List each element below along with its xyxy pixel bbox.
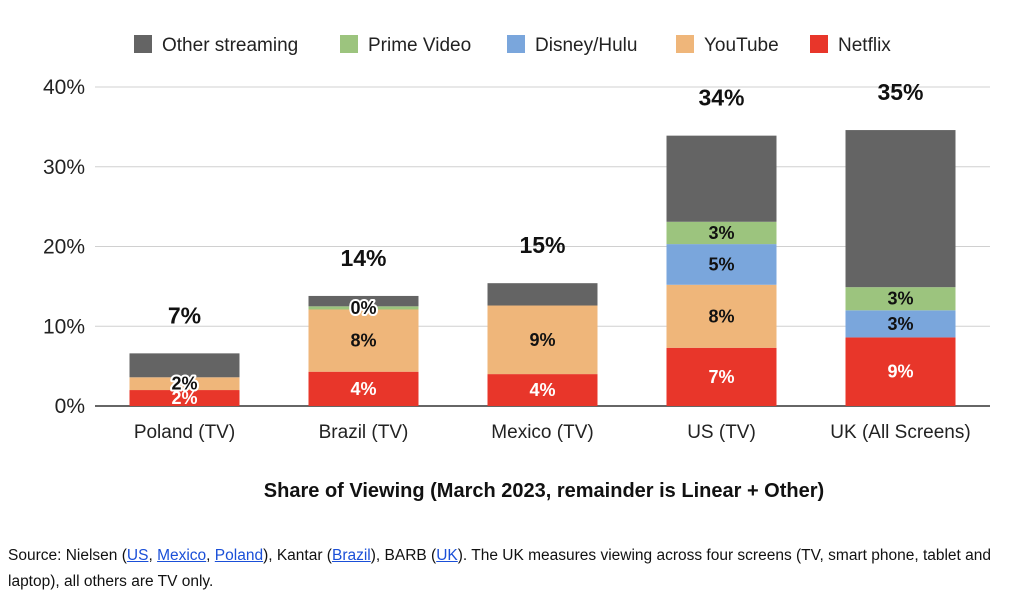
bar-group-us-tv: 7% 8% 5% 3% 34% — [666, 85, 777, 406]
total-label: 35% — [877, 79, 923, 105]
y-axis-ticks: 0% 10% 20% 30% 40% — [43, 76, 85, 418]
x-tick-label: Brazil (TV) — [319, 422, 409, 443]
bar-segment-youtube — [666, 284, 777, 348]
data-label-disney-hulu: 3% — [887, 314, 913, 334]
data-label-netflix: 9% — [887, 362, 913, 382]
y-tick-label: 30% — [43, 156, 85, 179]
bar-segment-disney-hulu — [666, 244, 777, 285]
y-tick-label: 10% — [43, 315, 85, 338]
source-note: Source: Nielsen (US, Mexico, Poland), Ka… — [8, 543, 1018, 595]
source-link-mexico[interactable]: Mexico — [157, 547, 207, 564]
data-label-prime-video: 3% — [887, 289, 913, 309]
data-label-prime-video: 0% — [350, 298, 376, 318]
legend-item-prime-video: Prime Video — [340, 35, 471, 56]
data-label-disney-hulu: 5% — [708, 254, 734, 274]
total-label: 34% — [698, 85, 744, 111]
legend-swatch — [134, 35, 152, 53]
y-tick-label: 20% — [43, 236, 85, 259]
source-link-us[interactable]: US — [126, 547, 149, 564]
bar-segment-netflix — [666, 347, 777, 406]
bar-segment-netflix — [487, 374, 598, 406]
bar-group-poland-tv: 2%2% 7% — [129, 302, 240, 410]
bar-group-brazil-tv: 4% 8% 0% 14% — [308, 245, 419, 406]
source-mid: ), Kantar ( — [263, 547, 332, 564]
data-label-youtube: 8% — [350, 331, 376, 351]
data-label-youtube: 9% — [529, 330, 555, 350]
data-label-netflix: 4% — [529, 380, 555, 400]
bar-group-uk-all-screens: 9% 3% 3% 35% — [845, 79, 956, 406]
source-prefix: Source: Nielsen ( — [8, 547, 127, 564]
legend-label: Other streaming — [162, 35, 298, 56]
x-axis-title: Share of Viewing (March 2023, remainder … — [264, 480, 824, 502]
bar-segment-disney-hulu — [845, 310, 956, 338]
legend-label: Prime Video — [368, 35, 471, 56]
legend-swatch — [810, 35, 828, 53]
legend-label: Disney/Hulu — [535, 35, 637, 56]
source-link-brazil[interactable]: Brazil — [331, 547, 371, 564]
bar-segment-other-streaming — [487, 283, 598, 306]
bar-segment-youtube — [129, 377, 240, 391]
bar-segment-other-streaming — [308, 295, 419, 307]
bar-segment-youtube — [487, 305, 598, 375]
source-sep: , — [206, 547, 215, 564]
legend-label: YouTube — [704, 35, 779, 56]
legend-swatch — [340, 35, 358, 53]
legend-item-youtube: YouTube — [676, 35, 779, 56]
bar-segment-netflix — [845, 337, 956, 406]
data-label-youtube: 2% — [171, 374, 197, 394]
bar-segment-prime-video — [666, 221, 777, 245]
bar-segment-prime-video — [308, 306, 419, 310]
source-link-uk[interactable]: UK — [436, 547, 458, 564]
total-label: 7% — [168, 302, 201, 328]
legend-item-other-streaming: Other streaming — [134, 35, 298, 56]
data-label-netflix: 4% — [350, 379, 376, 399]
x-tick-label: US (TV) — [687, 422, 756, 443]
bar-group-mexico-tv: 4% 9% 15% — [487, 232, 598, 406]
chart-legend: Other streaming Prime Video Disney/Hulu You… — [134, 35, 891, 56]
x-tick-label: Mexico (TV) — [491, 422, 593, 443]
legend-swatch — [507, 35, 525, 53]
legend-swatch — [676, 35, 694, 53]
bar-segment-netflix — [308, 371, 419, 406]
data-label-netflix: 7% — [708, 367, 734, 387]
source-suffix: ). The UK measures viewing across four s… — [8, 547, 992, 590]
x-axis-ticks: Poland (TV) Brazil (TV) Mexico (TV) US (TV)… — [134, 422, 971, 443]
bar-segment-other-streaming — [666, 135, 777, 222]
x-tick-label: UK (All Screens) — [830, 422, 970, 443]
source-sep: , — [148, 547, 158, 564]
bar-segment-other-streaming — [129, 353, 240, 378]
data-label-youtube: 8% — [708, 306, 734, 326]
data-label-prime-video: 3% — [708, 223, 734, 243]
chart-bars: 2%2% 7% 4% 8% 0% 14% 4% 9% 15% 7% 8% 5% 3% 34% 9% 3% 3% 3… — [129, 79, 956, 410]
bar-segment-netflix — [129, 390, 240, 406]
total-label: 14% — [340, 245, 386, 271]
source-link-poland[interactable]: Poland — [214, 547, 264, 564]
total-label: 15% — [519, 232, 565, 258]
data-label-netflix: 2% — [171, 388, 197, 408]
x-tick-label: Poland (TV) — [134, 422, 235, 443]
bar-segment-youtube — [308, 309, 419, 372]
stacked-bar-chart: Other streaming Prime Video Disney/Hulu You… — [43, 35, 990, 502]
legend-item-netflix: Netflix — [810, 35, 891, 56]
legend-label: Netflix — [838, 35, 891, 56]
y-tick-label: 0% — [55, 395, 85, 418]
source-mid: ), BARB ( — [370, 547, 437, 564]
bar-segment-prime-video — [845, 287, 956, 311]
y-tick-label: 40% — [43, 76, 85, 99]
bar-segment-other-streaming — [845, 130, 956, 288]
legend-item-disney-hulu: Disney/Hulu — [507, 35, 637, 56]
